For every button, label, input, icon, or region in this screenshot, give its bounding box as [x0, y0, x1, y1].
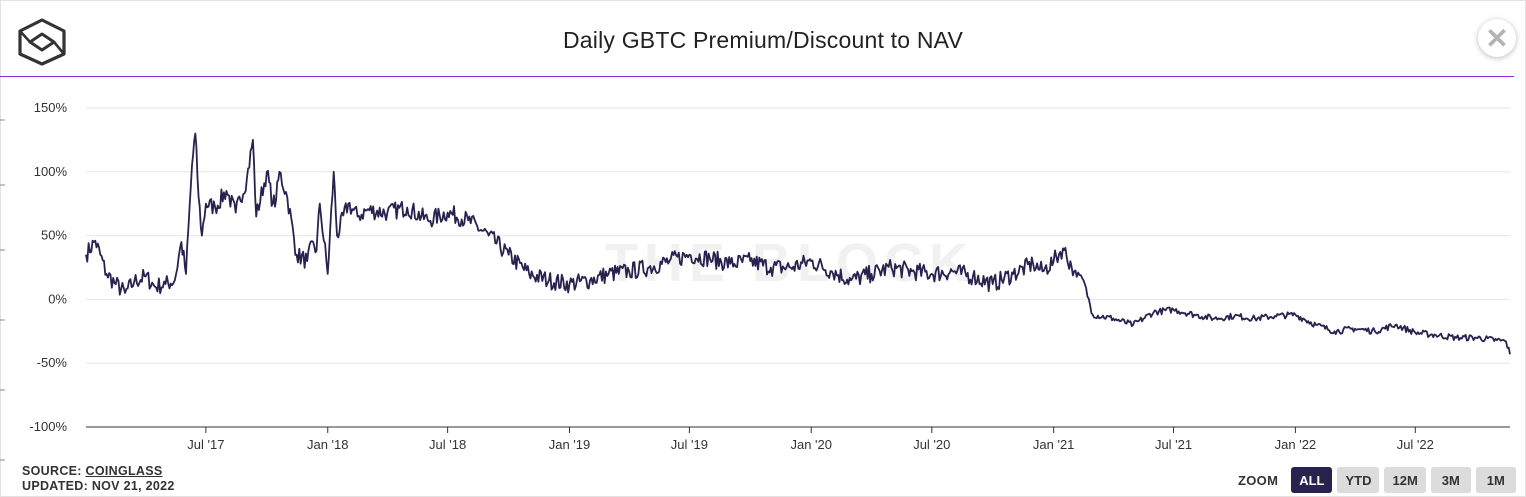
zoom-12m-button[interactable]: 12M: [1384, 467, 1426, 493]
x-tick-label: Jan '22: [1275, 437, 1317, 452]
x-tick-label: Jan '20: [790, 437, 832, 452]
line-chart: 150% 100% 50% 0% -50% -100% Jul '17 Jan '18 Jul …: [29, 100, 1511, 452]
y-tick-label: 100%: [34, 164, 68, 179]
x-tick-label: Jul '21: [1155, 437, 1192, 452]
zoom-all-button[interactable]: ALL: [1291, 467, 1333, 493]
x-tick-label: Jan '18: [307, 437, 349, 452]
close-icon: ✕: [1485, 22, 1509, 54]
zoom-ytd-button[interactable]: YTD: [1337, 467, 1380, 493]
edge-ticks: [0, 119, 5, 461]
x-tick-label: Jul '20: [913, 437, 950, 452]
close-button[interactable]: ✕: [1478, 19, 1516, 57]
updated-date: UPDATED: NOV 21, 2022: [22, 479, 175, 493]
source-link[interactable]: COINGLASS: [85, 464, 163, 478]
zoom-label: ZOOM: [1238, 472, 1279, 488]
x-tick-label: Jul '19: [671, 437, 708, 452]
x-tick-label: Jul '18: [429, 437, 466, 452]
x-tick-label: Jan '19: [549, 437, 591, 452]
series-line: [85, 132, 1511, 355]
y-tick-label: 150%: [34, 100, 68, 115]
chart-title: Daily GBTC Premium/Discount to NAV: [562, 27, 964, 53]
x-tick-label: Jul '17: [187, 437, 224, 452]
y-tick-label: -100%: [29, 419, 67, 434]
source-label: SOURCE:: [22, 464, 86, 478]
x-tick-label: Jul '22: [1397, 437, 1434, 452]
source-note: SOURCE: COINGLASS UPDATED: NOV 21, 2022: [22, 464, 175, 494]
watermark: THE BLOCK: [605, 233, 974, 293]
y-tick-label: 0%: [48, 291, 67, 306]
x-tick-label: Jan '21: [1033, 437, 1075, 452]
zoom-controls: ZOOM ALL YTD 12M 3M 1M: [1238, 467, 1516, 493]
y-tick-label: -50%: [37, 355, 68, 370]
y-tick-label: 50%: [41, 228, 67, 243]
zoom-3m-button[interactable]: 3M: [1430, 467, 1471, 493]
title-divider: [0, 76, 1514, 77]
the-block-logo-icon: [18, 18, 66, 66]
zoom-1m-button[interactable]: 1M: [1475, 467, 1516, 493]
